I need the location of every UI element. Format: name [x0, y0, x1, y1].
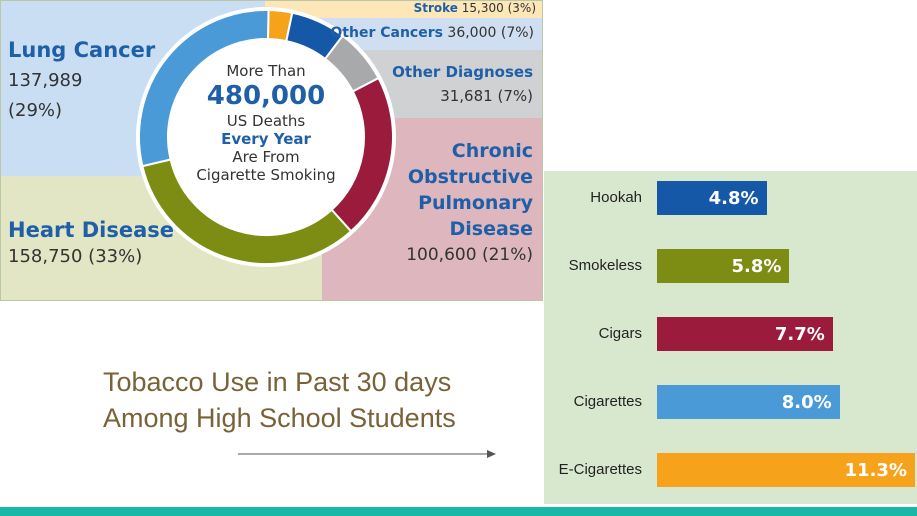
- center-line-3: US Deaths: [226, 112, 306, 130]
- right-arrow-icon: [238, 450, 496, 458]
- other-cancers-name: Other Cancers: [330, 25, 443, 41]
- bar-label-cigarettes: Cigarettes: [573, 393, 642, 410]
- bar-hookah: 4.8%: [657, 181, 767, 215]
- lung-cancer-label: Lung Cancer: [8, 38, 156, 62]
- heart-disease-value: 158,750 (33%): [8, 246, 142, 267]
- center-line-4: Every Year: [221, 130, 311, 148]
- bar-e-cigarettes: 11.3%: [657, 453, 915, 487]
- lung-cancer-value: 137,989: [8, 70, 83, 91]
- bar-value-label: 11.3%: [844, 460, 907, 481]
- bar-value-label: 4.8%: [708, 188, 759, 209]
- donut-center-text: More Than 480,000 US Deaths Every Year A…: [188, 62, 344, 184]
- bar-cigars: 7.7%: [657, 317, 833, 351]
- other-cancers-label: Other Cancers 36,000 (7%): [330, 25, 534, 41]
- copd-value: 100,600 (21%): [406, 245, 533, 265]
- copd-label: Chronic Obstructive Pulmonary Disease: [407, 140, 533, 240]
- other-diagnoses-label: Other Diagnoses: [392, 63, 533, 81]
- bar-value-label: 5.8%: [731, 256, 782, 277]
- footer-accent-bar: [0, 507, 917, 516]
- chart-caption: Tobacco Use in Past 30 days Among High S…: [103, 367, 456, 433]
- stroke-name: Stroke: [413, 1, 458, 15]
- other-diagnoses-value: 31,681 (7%): [440, 87, 533, 105]
- other-diagnoses-number: 31,681: [440, 87, 493, 105]
- bar-label-cigars: Cigars: [598, 325, 642, 342]
- bar-label-smokeless: Smokeless: [568, 257, 642, 274]
- bar-value-label: 7.7%: [774, 324, 825, 345]
- copd-number: 100,600: [406, 245, 477, 265]
- heart-disease-pct: (33%): [88, 246, 143, 267]
- donut-hole: [168, 39, 364, 235]
- center-line-1: More Than: [226, 62, 306, 80]
- stroke-value: 15,300: [461, 1, 504, 15]
- heart-disease-number: 158,750: [8, 246, 83, 267]
- other-cancers-value: 36,000: [447, 25, 497, 41]
- bar-label-hookah: Hookah: [590, 189, 642, 206]
- bar-label-e-cigarettes: E-Cigarettes: [558, 461, 642, 478]
- stroke-label: Stroke 15,300 (3%): [414, 1, 536, 15]
- bar-smokeless: 5.8%: [657, 249, 790, 283]
- infographic-border: [0, 0, 543, 301]
- center-line-6: Cigarette Smoking: [196, 166, 336, 184]
- center-big-number: 480,000: [206, 81, 326, 111]
- bar-value-label: 8.0%: [781, 392, 832, 413]
- bar-cigarettes: 8.0%: [657, 385, 840, 419]
- deaths-infographic: More Than 480,000 US Deaths Every Year A…: [0, 0, 543, 301]
- stroke-region: [265, 0, 543, 18]
- heart-disease-label: Heart Disease: [8, 218, 174, 242]
- stroke-pct: (3%): [507, 1, 536, 15]
- lung-cancer-pct: (29%): [8, 100, 63, 121]
- deaths-donut-chart: [136, 7, 396, 267]
- center-line-5: Are From: [232, 148, 300, 166]
- other-diagnoses-pct: (7%): [497, 87, 533, 105]
- copd-pct: (21%): [481, 245, 533, 265]
- other-cancers-pct: (7%): [500, 25, 534, 41]
- tobacco-use-bar-chart: Hookah 4.8% Smokeless 5.8% Cigars 7.7% Cigaret…: [544, 171, 917, 504]
